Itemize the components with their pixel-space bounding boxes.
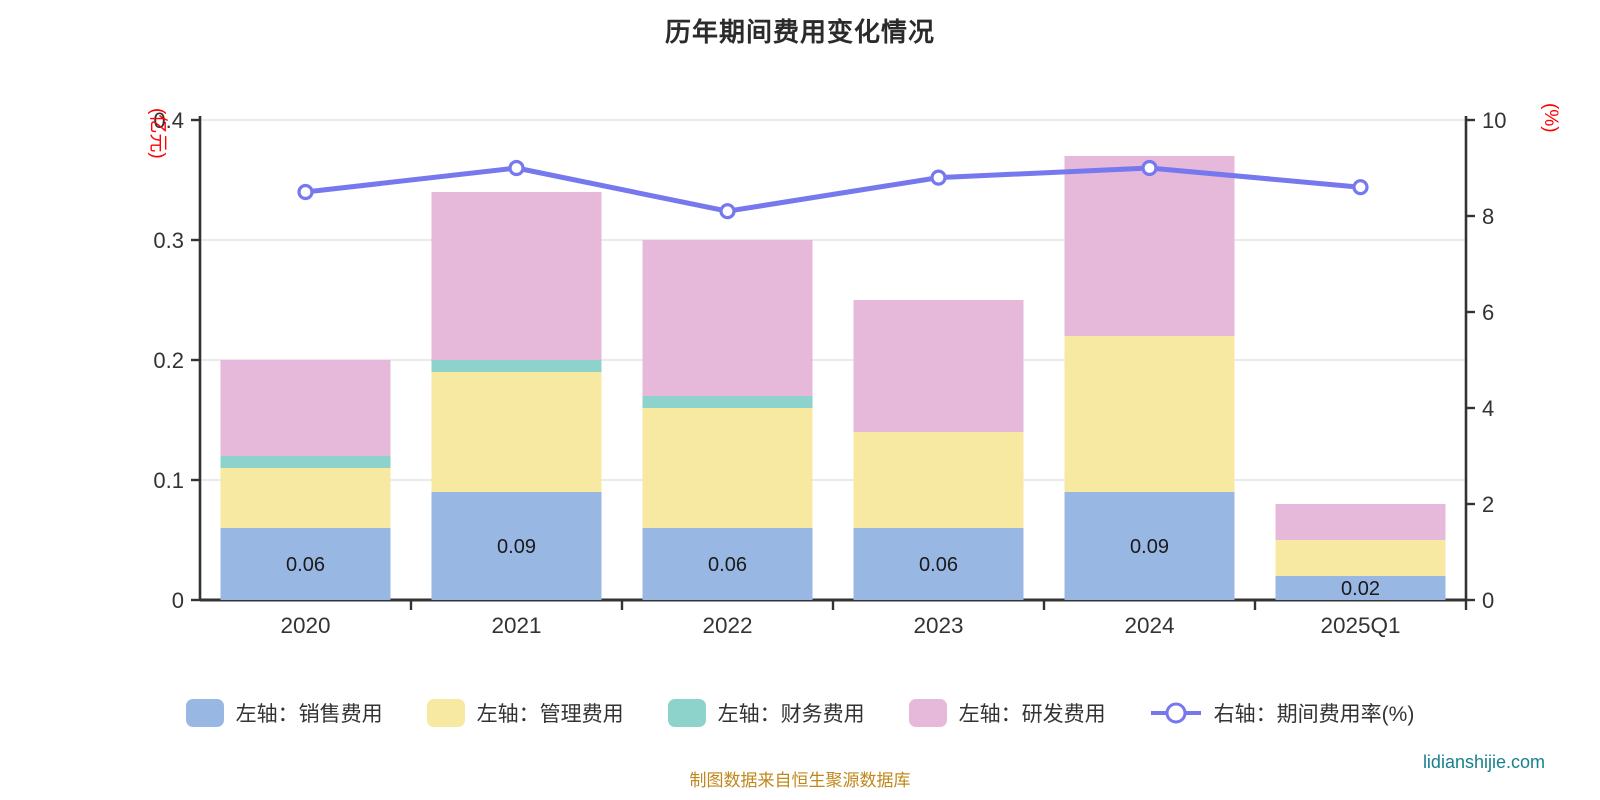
left-axis-tick-label: 0.4 xyxy=(153,108,184,133)
legend-label: 右轴：期间费用率(%) xyxy=(1213,703,1415,726)
legend-swatch-icon xyxy=(908,699,947,727)
bar-segment-finance-expense[interactable] xyxy=(431,360,602,372)
legend-item-expense-ratio[interactable]: 右轴：期间费用率(%) xyxy=(1150,698,1415,728)
right-axis-name: (%) xyxy=(1540,103,1561,133)
legend-label: 左轴：管理费用 xyxy=(476,703,624,726)
legend-item-admin-expense[interactable]: 左轴：管理费用 xyxy=(426,698,624,728)
line-point-marker[interactable] xyxy=(1352,179,1369,196)
bar-segment-admin-expense[interactable] xyxy=(853,432,1024,528)
legend-swatch-icon xyxy=(185,699,224,727)
right-axis-tick-label: 2 xyxy=(1482,492,1494,517)
line-point-marker[interactable] xyxy=(297,183,314,201)
x-axis-category-label: 2022 xyxy=(702,613,752,638)
bar-segment-sales-expense[interactable] xyxy=(431,492,602,600)
bar-segment-rd-expense[interactable] xyxy=(220,360,391,456)
legend-swatch-icon xyxy=(667,699,706,727)
watermark-link[interactable]: lidianshijie.com xyxy=(1422,752,1545,772)
bar-value-label: 0.06 xyxy=(919,554,958,576)
legend-label: 左轴：研发费用 xyxy=(958,703,1106,726)
legend-swatch-icon xyxy=(426,699,465,727)
line-point-marker[interactable] xyxy=(1141,159,1158,177)
bar-segment-sales-expense[interactable] xyxy=(1275,576,1446,600)
x-axis-category-label: 2025Q1 xyxy=(1320,613,1400,638)
left-axis-tick-label: 0.1 xyxy=(153,468,184,493)
bar-value-label: 0.06 xyxy=(286,554,325,576)
x-axis-category-label: 2023 xyxy=(913,613,963,638)
legend-item-finance-expense[interactable]: 左轴：财务费用 xyxy=(667,698,865,728)
right-axis-tick-label: 0 xyxy=(1482,588,1494,613)
bar-segment-rd-expense[interactable] xyxy=(1064,156,1235,336)
legend-item-sales-expense[interactable]: 左轴：销售费用 xyxy=(185,698,383,728)
bar-segment-finance-expense[interactable] xyxy=(220,456,391,468)
right-axis-tick-label: 4 xyxy=(1482,396,1494,421)
right-axis-tick-label: 10 xyxy=(1482,108,1506,133)
combo-chart: 0 0.1 0.2 0.3 0.4 0 2 4 6 8 10 2020 2021 2022 2023 2024… xyxy=(147,103,1561,638)
line-point-marker[interactable] xyxy=(719,203,736,220)
bar-segment-sales-expense[interactable] xyxy=(220,528,391,600)
left-axis-name: (亿元) xyxy=(147,108,169,159)
legend-label: 左轴：销售费用 xyxy=(235,703,383,726)
line-point-marker[interactable] xyxy=(508,159,525,177)
chart-title: 历年期间费用变化情况 xyxy=(664,17,935,47)
bar-segment-rd-expense[interactable] xyxy=(642,240,813,396)
bar-value-label: 0.02 xyxy=(1341,578,1380,600)
line-point-marker[interactable] xyxy=(930,169,947,186)
bar-segment-sales-expense[interactable] xyxy=(1064,492,1235,600)
bar-value-label: 0.09 xyxy=(497,536,536,558)
bar-segment-admin-expense[interactable] xyxy=(1064,336,1235,492)
left-axis-tick-label: 0 xyxy=(172,588,184,613)
left-axis-tick-label: 0.3 xyxy=(153,228,184,253)
line-marker-icon xyxy=(1150,702,1201,724)
bar-segment-rd-expense[interactable] xyxy=(431,192,602,360)
bar-segment-admin-expense[interactable] xyxy=(431,372,602,492)
line-expense-ratio[interactable] xyxy=(303,165,1363,214)
bar-segment-finance-expense[interactable] xyxy=(642,396,813,408)
right-axis-tick-label: 8 xyxy=(1482,204,1494,229)
bar-segment-rd-expense[interactable] xyxy=(1275,504,1446,540)
footer-note: 制图数据来自恒生聚源数据库 xyxy=(689,771,911,790)
x-axis-category-label: 2024 xyxy=(1124,613,1174,638)
bar-value-label: 0.09 xyxy=(1130,536,1169,558)
bar-segment-admin-expense[interactable] xyxy=(220,468,391,528)
bar-segment-sales-expense[interactable] xyxy=(853,528,1024,600)
bar-segment-admin-expense[interactable] xyxy=(1275,540,1446,576)
bar-value-label: 0.06 xyxy=(708,554,747,576)
right-axis-tick-label: 6 xyxy=(1482,300,1494,325)
chart-legend: 左轴：销售费用 左轴：管理费用 左轴：财务费用 左轴：研发费用 右轴：期间费用率(%) xyxy=(0,698,1600,728)
legend-item-rd-expense[interactable]: 左轴：研发费用 xyxy=(908,698,1106,728)
left-axis-tick-label: 0.2 xyxy=(153,348,184,373)
x-axis-category-label: 2021 xyxy=(491,613,541,638)
bar-segment-rd-expense[interactable] xyxy=(853,300,1024,432)
x-axis-category-label: 2020 xyxy=(280,613,330,638)
bar-segment-sales-expense[interactable] xyxy=(642,528,813,600)
legend-label: 左轴：财务费用 xyxy=(717,703,865,726)
bar-segment-admin-expense[interactable] xyxy=(642,408,813,528)
